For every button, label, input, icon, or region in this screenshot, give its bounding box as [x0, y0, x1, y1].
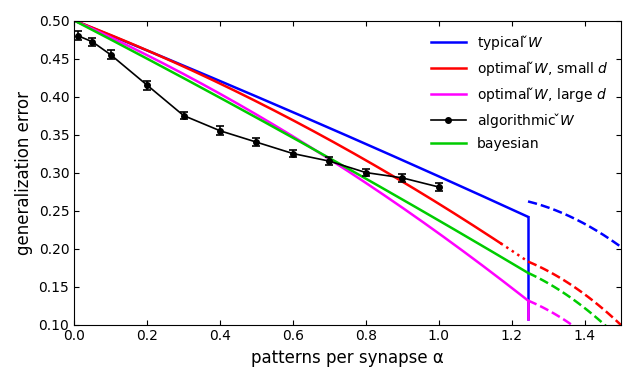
Y-axis label: generalization error: generalization error: [15, 91, 33, 254]
X-axis label: patterns per synapse α: patterns per synapse α: [251, 349, 444, 367]
Legend: typical $\check{W}$, optimal $\check{W}$, small $d$, optimal $\check{W}$, large : typical $\check{W}$, optimal $\check{W}$…: [425, 28, 614, 156]
